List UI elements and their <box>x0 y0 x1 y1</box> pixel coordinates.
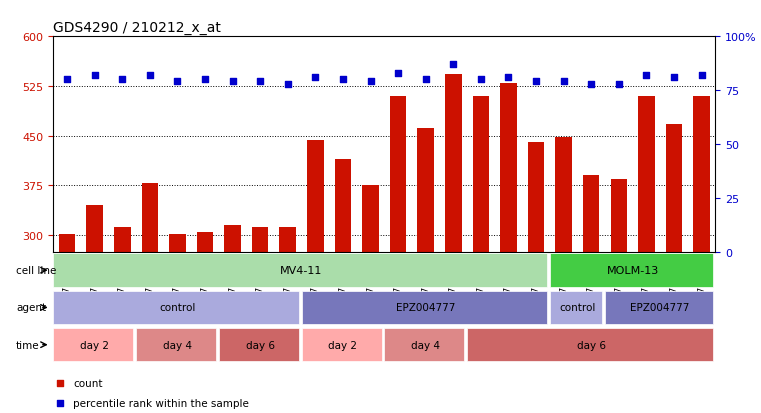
Text: day 4: day 4 <box>411 340 440 350</box>
Text: agent: agent <box>16 303 46 313</box>
Text: GDS4290 / 210212_x_at: GDS4290 / 210212_x_at <box>53 21 221 35</box>
FancyBboxPatch shape <box>53 254 547 287</box>
Bar <box>362 186 379 413</box>
Bar <box>610 179 627 413</box>
Point <box>54 400 66 406</box>
Point <box>227 79 239 85</box>
Point <box>171 79 183 85</box>
Text: MOLM-13: MOLM-13 <box>607 266 659 275</box>
Text: cell line: cell line <box>16 266 56 275</box>
Text: EPZ004777: EPZ004777 <box>396 303 455 313</box>
Text: control: control <box>159 303 196 313</box>
Point <box>668 75 680 81</box>
Point <box>558 79 570 85</box>
Text: count: count <box>73 378 103 388</box>
Point <box>530 79 542 85</box>
Text: day 6: day 6 <box>246 340 275 350</box>
Point <box>144 73 156 79</box>
Text: percentile rank within the sample: percentile rank within the sample <box>73 398 249 408</box>
Point <box>392 70 404 77</box>
Point <box>116 77 129 83</box>
Bar <box>500 83 517 413</box>
Bar <box>169 234 186 413</box>
Point <box>447 62 460 69</box>
Bar <box>114 228 131 413</box>
Point <box>61 77 73 83</box>
Text: day 4: day 4 <box>163 340 192 350</box>
Bar <box>556 138 572 413</box>
Text: day 6: day 6 <box>577 340 606 350</box>
Point <box>54 380 66 387</box>
Bar <box>252 228 269 413</box>
FancyBboxPatch shape <box>549 254 712 287</box>
Bar <box>693 97 710 413</box>
Bar <box>279 228 296 413</box>
Bar <box>59 234 75 413</box>
FancyBboxPatch shape <box>301 328 381 362</box>
Bar <box>417 128 434 413</box>
Bar <box>638 97 654 413</box>
Bar <box>527 143 544 413</box>
FancyBboxPatch shape <box>467 328 712 362</box>
Text: time: time <box>16 340 40 350</box>
FancyBboxPatch shape <box>136 328 216 362</box>
FancyBboxPatch shape <box>301 291 547 325</box>
Point <box>419 77 431 83</box>
Point <box>88 73 100 79</box>
FancyBboxPatch shape <box>53 291 299 325</box>
Point <box>282 81 294 88</box>
Point <box>613 81 625 88</box>
FancyBboxPatch shape <box>549 291 602 325</box>
Bar <box>86 206 103 413</box>
Point <box>696 73 708 79</box>
Point <box>585 81 597 88</box>
Text: control: control <box>559 303 596 313</box>
Bar <box>473 97 489 413</box>
Bar <box>307 141 323 413</box>
Text: day 2: day 2 <box>80 340 109 350</box>
Point <box>199 77 211 83</box>
Point <box>337 77 349 83</box>
Point <box>365 79 377 85</box>
FancyBboxPatch shape <box>53 328 133 362</box>
Bar <box>445 75 461 413</box>
Text: MV4-11: MV4-11 <box>280 266 323 275</box>
Bar <box>142 184 158 413</box>
Point <box>640 73 652 79</box>
Bar <box>196 233 213 413</box>
Point <box>309 75 321 81</box>
Bar <box>390 97 406 413</box>
Bar <box>224 225 240 413</box>
FancyBboxPatch shape <box>605 291 712 325</box>
Bar <box>583 176 600 413</box>
FancyBboxPatch shape <box>219 328 299 362</box>
Point <box>502 75 514 81</box>
Point <box>475 77 487 83</box>
Text: day 2: day 2 <box>329 340 358 350</box>
Point <box>254 79 266 85</box>
Text: EPZ004777: EPZ004777 <box>630 303 690 313</box>
Bar <box>335 159 351 413</box>
Bar <box>666 124 682 413</box>
FancyBboxPatch shape <box>384 328 464 362</box>
